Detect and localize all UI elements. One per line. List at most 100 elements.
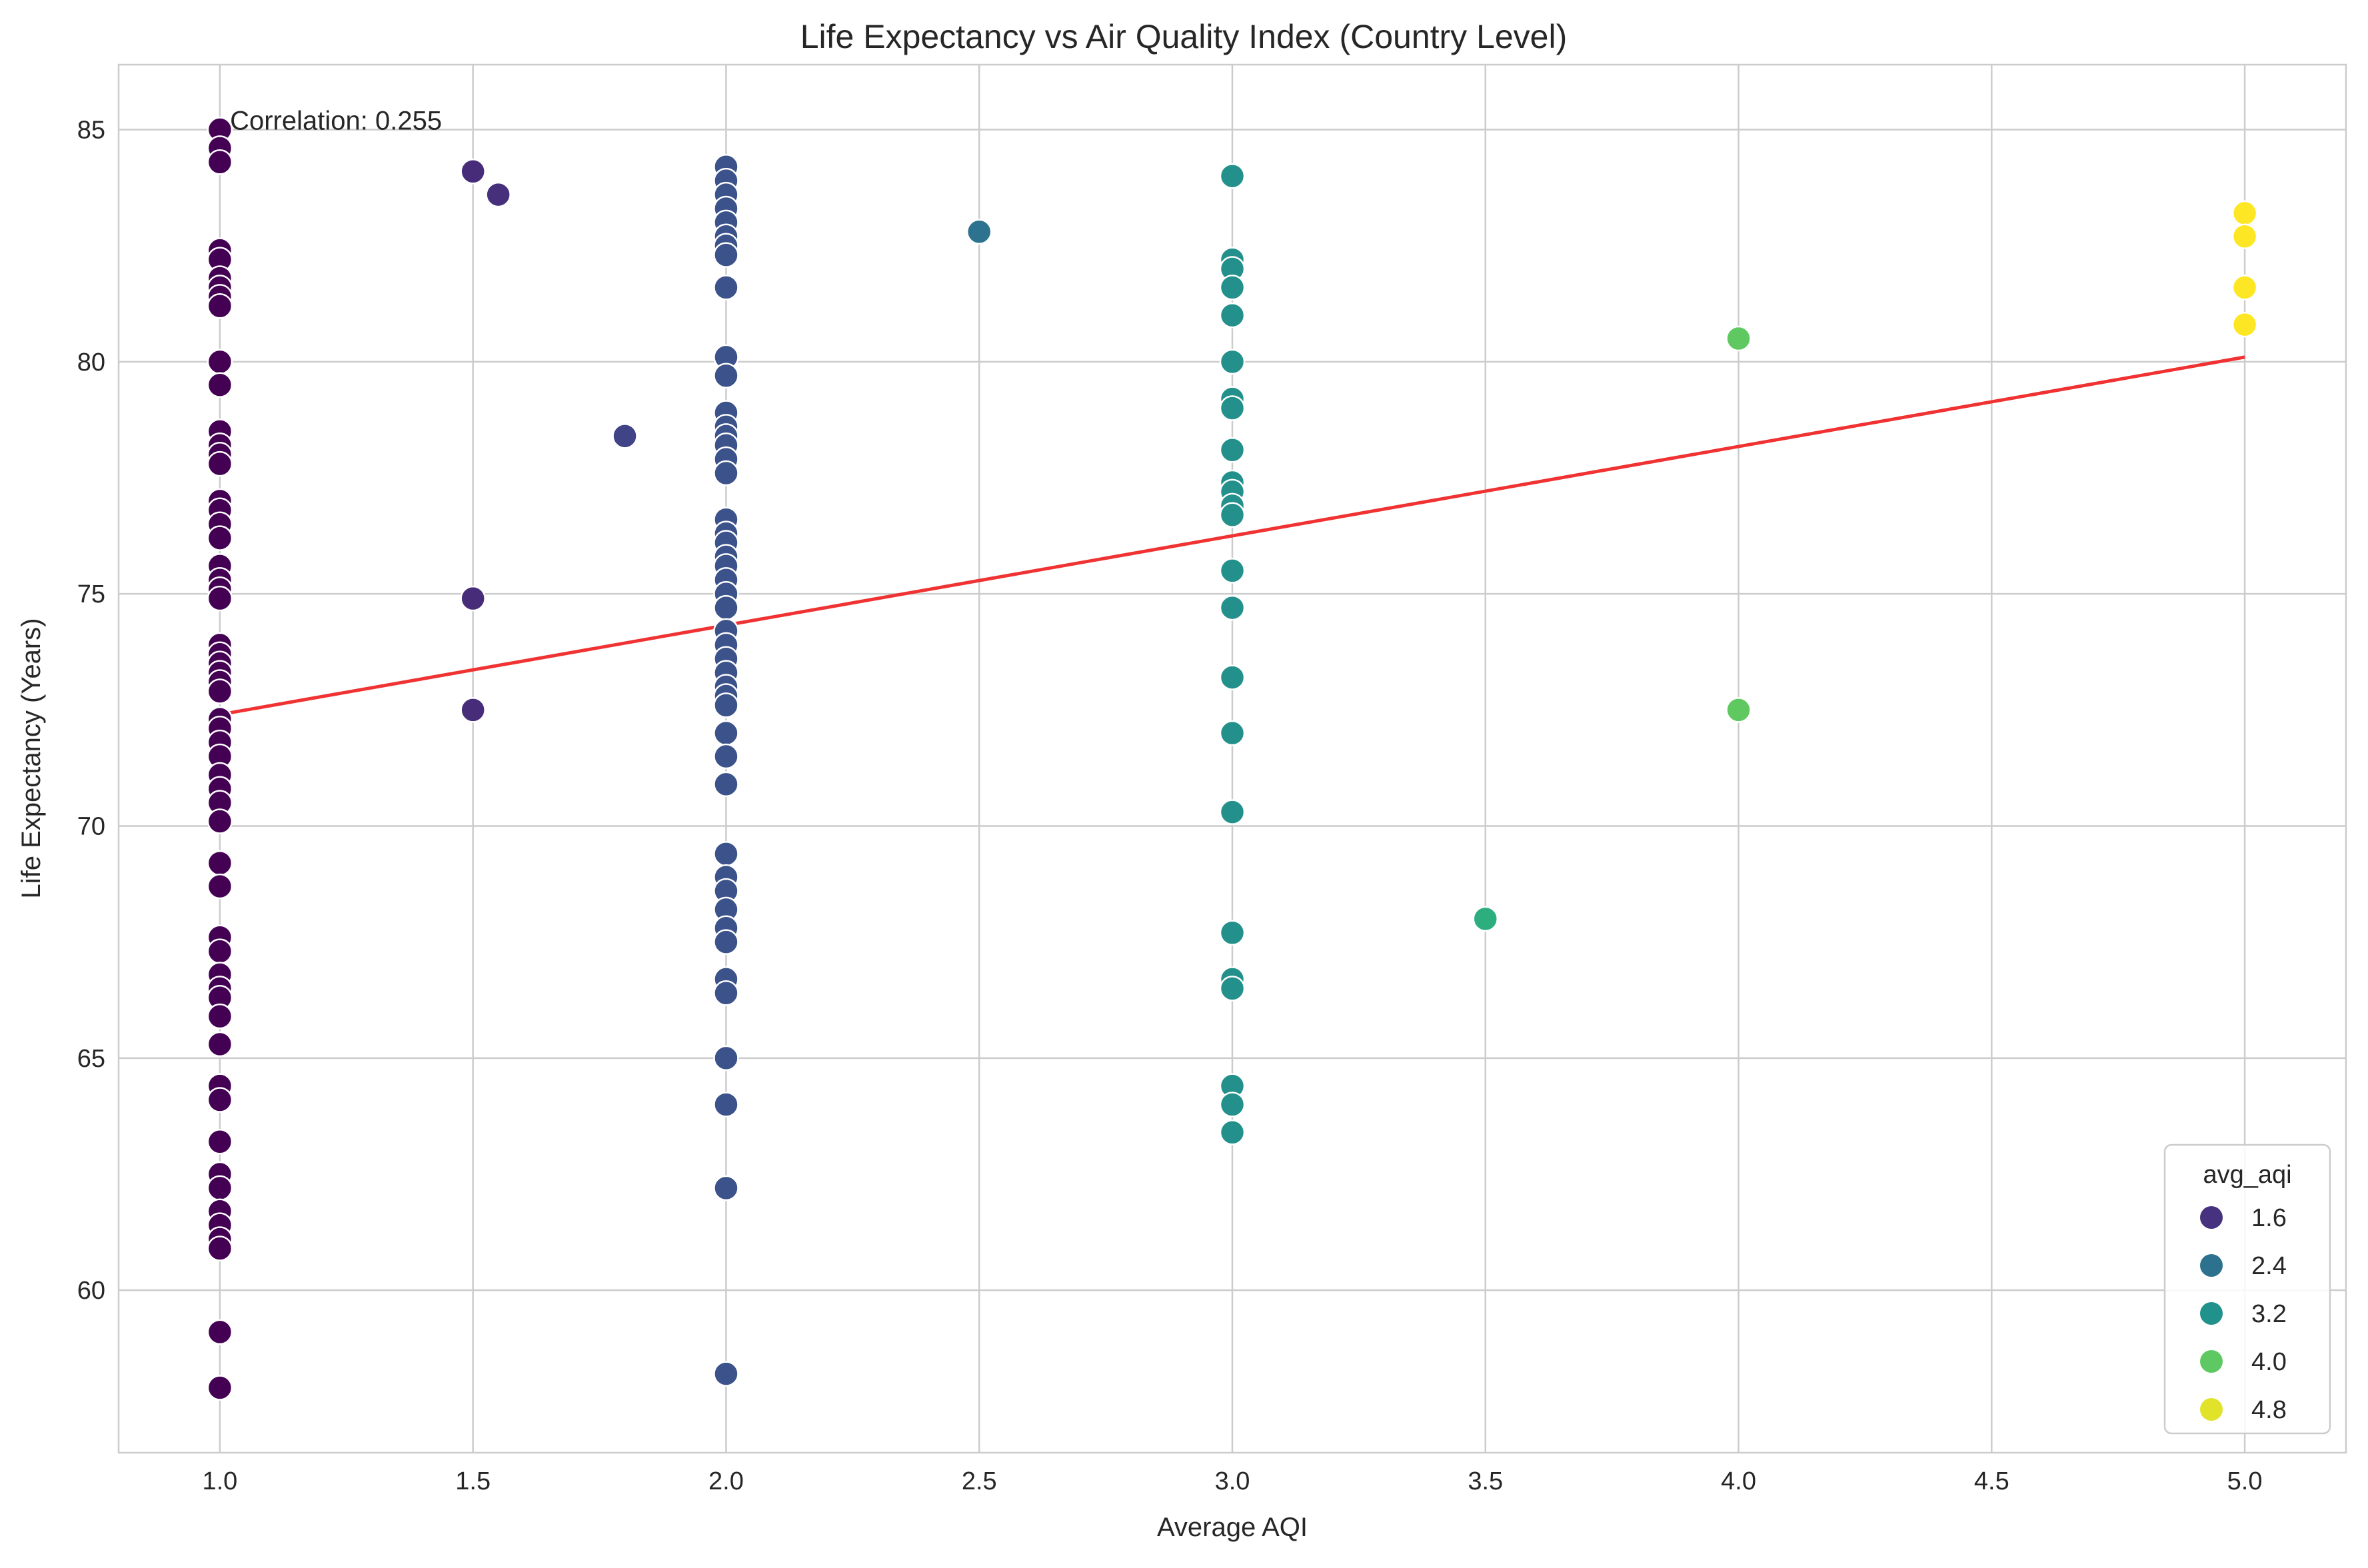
legend-marker <box>2200 1302 2223 1325</box>
y-tick-label: 75 <box>77 580 105 608</box>
data-point <box>207 585 233 612</box>
data-point <box>713 929 739 955</box>
y-tick-label: 85 <box>77 117 105 145</box>
data-point <box>713 1175 739 1201</box>
y-axis-label: Life Expectancy (Years) <box>17 618 46 899</box>
data-point <box>207 850 233 876</box>
data-point <box>612 423 638 449</box>
data-point <box>1219 302 1246 329</box>
data-point <box>207 525 233 551</box>
y-tick-label: 60 <box>77 1277 105 1305</box>
data-point <box>1219 1120 1246 1146</box>
legend-label: 4.0 <box>2251 1348 2287 1376</box>
x-tick-label: 2.0 <box>708 1467 744 1495</box>
data-point <box>713 594 739 621</box>
legend: avg_aqi 1.6 2.4 3.2 4.0 4.8 <box>2163 1144 2331 1435</box>
data-point <box>713 460 739 486</box>
data-point <box>1726 697 1752 723</box>
data-point <box>1219 920 1246 946</box>
data-point <box>207 1319 233 1345</box>
data-point <box>207 293 233 319</box>
data-point <box>2231 223 2258 250</box>
data-point <box>1219 349 1246 375</box>
data-point <box>1472 906 1499 932</box>
trendline-layer <box>219 355 2245 716</box>
data-point <box>207 149 233 175</box>
legend-marker <box>2200 1350 2223 1373</box>
data-point <box>713 1092 739 1118</box>
data-point <box>207 372 233 398</box>
legend-title: avg_aqi <box>2203 1161 2291 1189</box>
data-point <box>1219 664 1246 690</box>
data-point <box>2231 275 2258 301</box>
data-point <box>2231 311 2258 338</box>
chart-title: Life Expectancy vs Air Quality Index (Co… <box>800 18 1568 55</box>
legend-label: 4.8 <box>2251 1396 2287 1424</box>
legend-marker <box>2200 1254 2223 1277</box>
data-point <box>713 743 739 770</box>
data-point <box>966 219 992 245</box>
data-point <box>1219 436 1246 463</box>
data-point <box>1219 163 1246 189</box>
legend-label: 1.6 <box>2251 1204 2287 1232</box>
legend-marker <box>2200 1206 2223 1229</box>
data-point <box>1219 558 1246 584</box>
data-point <box>713 1045 739 1072</box>
data-point <box>1219 395 1246 421</box>
data-point <box>713 771 739 798</box>
data-point <box>207 1003 233 1030</box>
y-tick-label: 65 <box>77 1045 105 1073</box>
data-point <box>1219 594 1246 621</box>
data-point <box>460 697 486 723</box>
x-tick-label: 3.0 <box>1215 1467 1250 1495</box>
data-point <box>1219 1092 1246 1118</box>
data-point <box>207 1375 233 1401</box>
data-point <box>713 242 739 268</box>
data-point <box>1219 976 1246 1002</box>
data-point <box>713 1361 739 1387</box>
data-point <box>1726 325 1752 352</box>
data-point <box>2231 200 2258 227</box>
data-point <box>713 692 739 718</box>
data-point <box>713 363 739 389</box>
data-point <box>1219 720 1246 746</box>
x-tick-label: 4.5 <box>1974 1467 2009 1495</box>
y-tick-labels: 60 65 70 75 80 85 <box>77 117 105 1305</box>
data-point <box>207 808 233 834</box>
x-tick-label: 1.0 <box>202 1467 237 1495</box>
x-tick-label: 1.5 <box>455 1467 491 1495</box>
data-point <box>207 873 233 900</box>
data-point <box>207 1087 233 1113</box>
x-axis-label: Average AQI <box>1157 1513 1308 1542</box>
x-tick-label: 5.0 <box>2227 1467 2263 1495</box>
data-point <box>485 181 511 208</box>
x-tick-label: 4.0 <box>1721 1467 1756 1495</box>
x-tick-label: 3.5 <box>1468 1467 1503 1495</box>
trendline <box>219 355 2245 716</box>
legend-entries: 1.6 2.4 3.2 4.0 4.8 <box>2200 1204 2287 1424</box>
data-point <box>1219 799 1246 825</box>
data-point <box>207 349 233 375</box>
x-tick-labels: 1.0 1.5 2.0 2.5 3.0 3.5 4.0 4.5 5.0 <box>202 1467 2262 1495</box>
data-point <box>1219 275 1246 301</box>
data-point <box>713 275 739 301</box>
data-point <box>713 980 739 1006</box>
data-point <box>713 720 739 746</box>
plot-area-frame <box>117 63 2347 1454</box>
data-point <box>460 158 486 185</box>
data-point <box>207 1128 233 1155</box>
data-point <box>207 450 233 477</box>
data-point <box>1219 502 1246 528</box>
y-tick-label: 70 <box>77 813 105 841</box>
data-point <box>207 1031 233 1058</box>
x-tick-label: 2.5 <box>962 1467 997 1495</box>
data-point <box>207 938 233 964</box>
data-points <box>207 117 2258 1401</box>
data-point <box>713 841 739 867</box>
data-point <box>207 678 233 704</box>
y-tick-label: 80 <box>77 349 105 377</box>
data-point <box>207 1235 233 1261</box>
correlation-annotation: Correlation: 0.255 <box>230 107 442 136</box>
data-point <box>207 1175 233 1201</box>
